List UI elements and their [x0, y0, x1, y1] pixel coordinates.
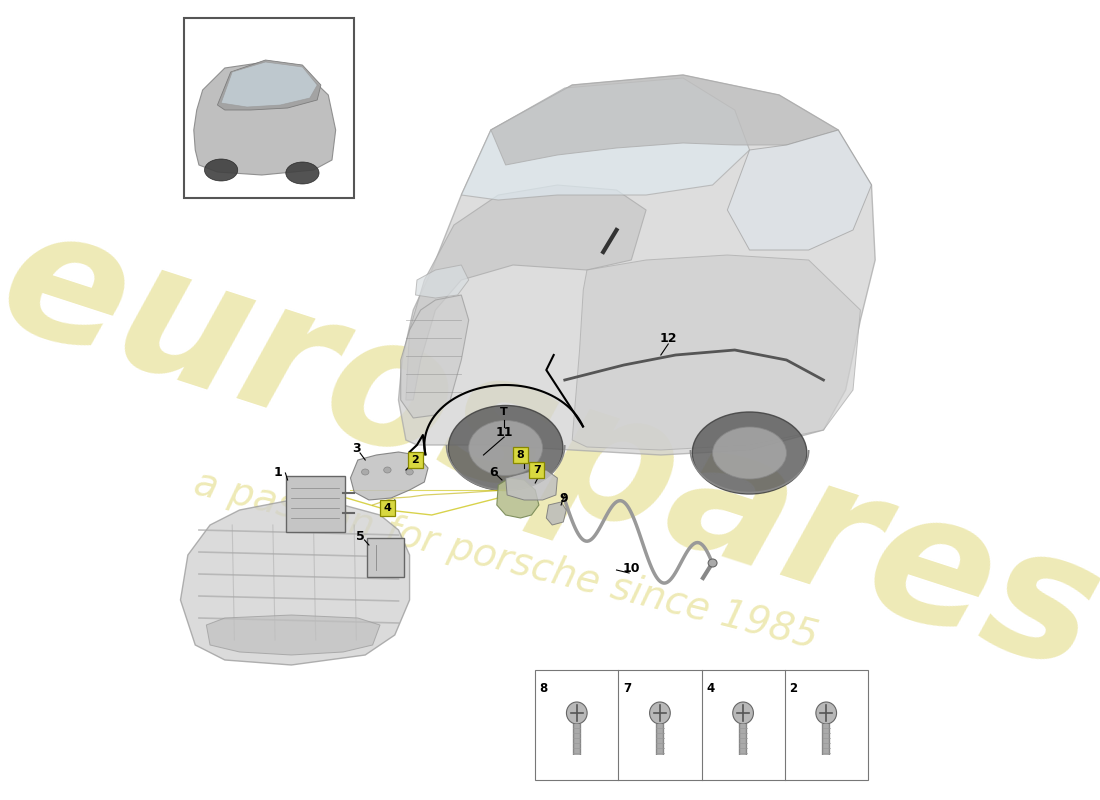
Text: a passion for porsche since 1985: a passion for porsche since 1985 [190, 464, 822, 656]
Text: 3: 3 [352, 442, 361, 454]
Polygon shape [491, 75, 838, 165]
FancyBboxPatch shape [184, 18, 354, 198]
Polygon shape [351, 452, 428, 500]
FancyBboxPatch shape [286, 476, 344, 532]
Text: 1: 1 [274, 466, 283, 478]
Ellipse shape [708, 559, 717, 567]
Polygon shape [461, 78, 749, 200]
Text: 4: 4 [384, 503, 392, 513]
Text: eurospares: eurospares [0, 190, 1100, 710]
Polygon shape [497, 478, 539, 518]
Polygon shape [727, 130, 871, 250]
Ellipse shape [713, 427, 786, 479]
Text: 10: 10 [623, 562, 640, 574]
Text: 11: 11 [495, 426, 513, 438]
Ellipse shape [816, 702, 837, 724]
Ellipse shape [692, 412, 806, 494]
Ellipse shape [384, 467, 392, 473]
Text: 2: 2 [411, 455, 419, 465]
Ellipse shape [650, 702, 670, 724]
Text: 7: 7 [623, 682, 631, 695]
Polygon shape [506, 470, 558, 500]
Ellipse shape [406, 469, 414, 475]
Ellipse shape [449, 406, 563, 490]
Polygon shape [207, 615, 380, 655]
Ellipse shape [205, 159, 238, 181]
Text: 5: 5 [356, 530, 365, 543]
Text: 8: 8 [540, 682, 548, 695]
Text: 6: 6 [488, 466, 497, 478]
Text: 9: 9 [559, 491, 568, 505]
Polygon shape [400, 295, 469, 418]
Text: 4: 4 [706, 682, 714, 695]
Polygon shape [547, 502, 567, 525]
Text: T: T [500, 407, 508, 417]
Text: 2: 2 [789, 682, 797, 695]
Ellipse shape [566, 702, 587, 724]
Text: 8: 8 [517, 450, 525, 460]
Ellipse shape [362, 469, 369, 475]
Text: 12: 12 [660, 331, 676, 345]
FancyBboxPatch shape [367, 538, 404, 577]
Polygon shape [180, 500, 409, 665]
Polygon shape [194, 62, 336, 175]
Polygon shape [218, 60, 321, 110]
Ellipse shape [469, 421, 542, 475]
Polygon shape [398, 75, 876, 455]
Polygon shape [416, 265, 469, 298]
Ellipse shape [286, 162, 319, 184]
Text: 7: 7 [532, 465, 540, 475]
Polygon shape [221, 62, 317, 107]
Polygon shape [406, 185, 646, 400]
FancyBboxPatch shape [536, 670, 868, 780]
Ellipse shape [733, 702, 754, 724]
Polygon shape [572, 255, 860, 450]
